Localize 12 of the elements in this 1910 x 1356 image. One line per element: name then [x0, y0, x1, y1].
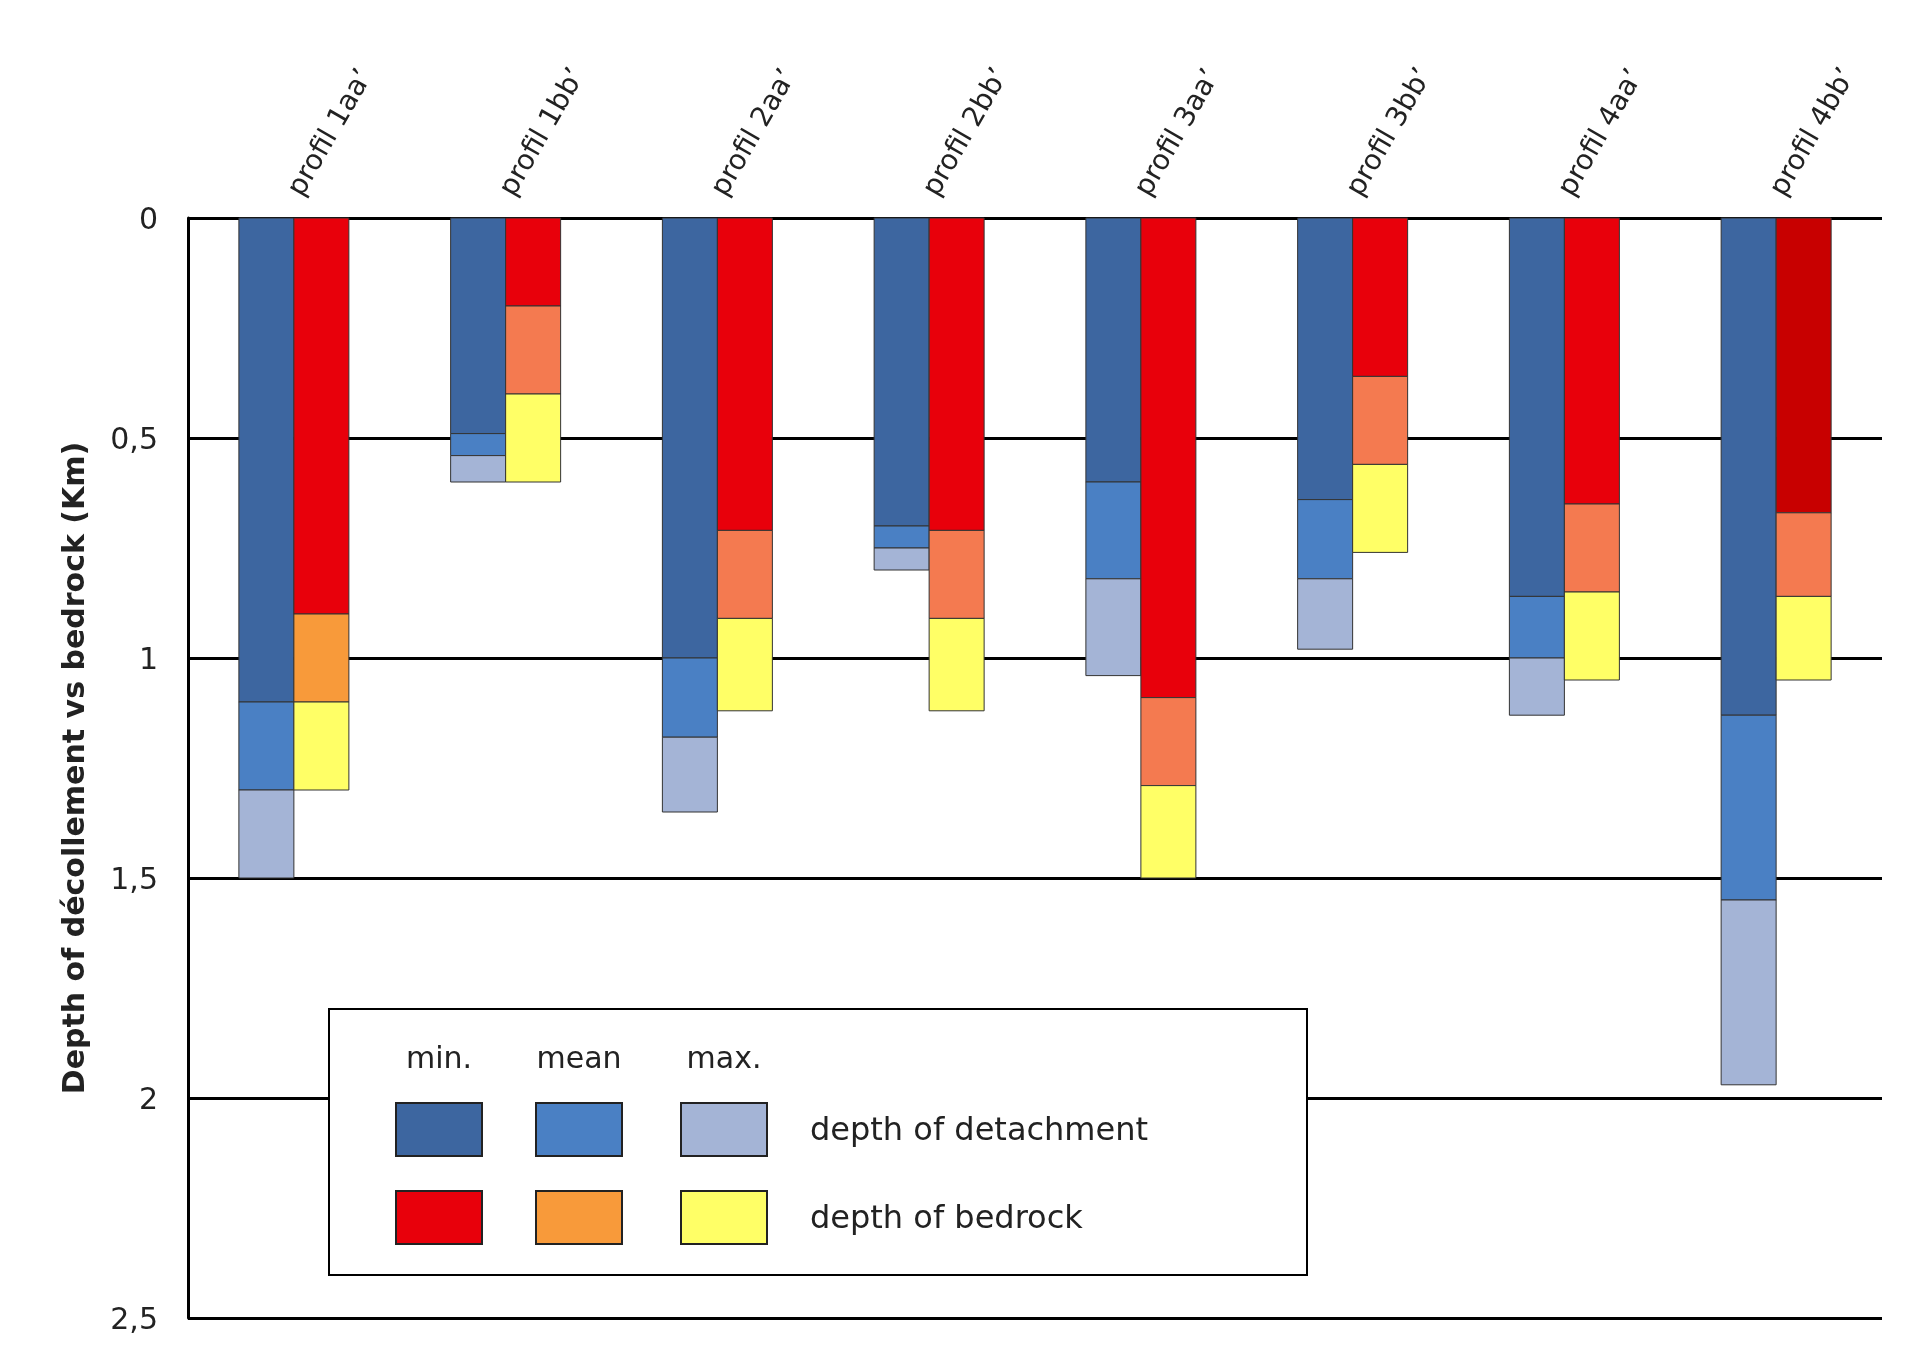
y-tick-label: 0 — [138, 200, 158, 236]
annotation: min. — [404, 1040, 474, 1075]
annotation: depth of bedrock — [810, 1198, 1083, 1236]
y-tick-label: 1 — [138, 640, 158, 676]
y-tick-label: 0,5 — [110, 420, 158, 456]
y-axis-title: Depth of décollement vs bedrock (Km) — [55, 441, 91, 1095]
y-tick-label: 2 — [138, 1080, 158, 1116]
annotation: depth of detachment — [810, 1110, 1149, 1148]
y-tick-label: 2,5 — [110, 1300, 158, 1336]
y-tick-label: 1,5 — [110, 860, 158, 896]
annotation: max. — [685, 1040, 763, 1075]
annotation: mean — [535, 1040, 623, 1075]
